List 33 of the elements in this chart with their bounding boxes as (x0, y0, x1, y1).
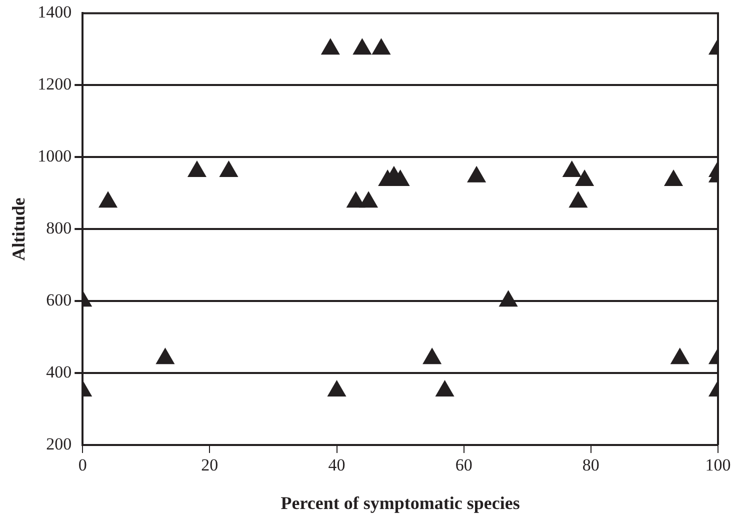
point (98, 192, 118, 208)
point (422, 348, 442, 364)
point (670, 348, 690, 364)
point (569, 192, 588, 208)
point (664, 170, 683, 186)
x-tick-label: 60 (455, 456, 472, 475)
point (328, 380, 346, 397)
x-tick-label: 100 (705, 456, 731, 475)
point (321, 38, 340, 55)
x-tick-label: 40 (328, 456, 346, 475)
x-tick-label: 0 (78, 456, 87, 475)
point (562, 161, 582, 178)
x-axis-title: Percent of symptomatic species (280, 492, 520, 513)
point (575, 170, 594, 186)
x-tick-label: 80 (582, 456, 600, 475)
point (372, 38, 390, 55)
point (353, 38, 372, 55)
y-tick-label: 200 (46, 434, 72, 454)
point (467, 166, 486, 182)
point (359, 192, 378, 208)
y-tick-label: 1000 (38, 146, 72, 166)
point (499, 290, 518, 307)
point (220, 161, 238, 178)
y-tick-label: 1200 (38, 74, 72, 94)
y-tick-label: 400 (46, 362, 72, 382)
point (436, 380, 454, 397)
y-axis-title: Altitude (8, 198, 28, 261)
y-tick-label: 600 (46, 290, 72, 310)
point (156, 348, 174, 364)
x-tick-label: 20 (201, 456, 218, 475)
y-tick-label: 800 (46, 218, 72, 238)
point (188, 161, 206, 178)
y-tick-label: 1400 (38, 2, 72, 22)
